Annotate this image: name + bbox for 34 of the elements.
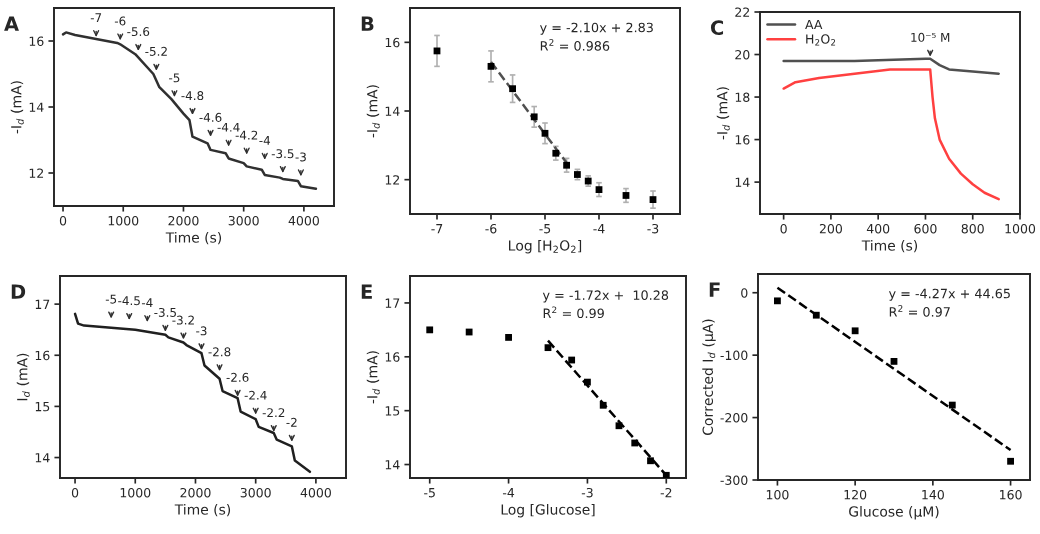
point <box>426 326 434 334</box>
point <box>599 401 607 409</box>
chart-title: E <box>361 284 372 299</box>
point <box>812 311 820 319</box>
chart-title: A <box>4 16 19 31</box>
point <box>1007 457 1014 465</box>
point <box>487 62 495 70</box>
point <box>505 334 512 341</box>
point <box>541 129 549 137</box>
point <box>465 328 473 336</box>
point <box>649 196 657 203</box>
chart-title: B <box>361 16 374 31</box>
point <box>568 356 576 364</box>
line-series <box>782 57 1000 75</box>
point <box>622 192 630 199</box>
point <box>662 471 670 478</box>
point <box>615 422 623 430</box>
point <box>595 186 603 194</box>
chart-title: F <box>709 282 720 297</box>
point <box>544 344 552 352</box>
point <box>647 457 654 465</box>
point <box>890 357 898 365</box>
point <box>509 85 516 93</box>
line-series <box>61 31 318 191</box>
point <box>631 439 639 447</box>
chart-title: D <box>11 284 26 299</box>
line-series <box>782 68 1000 201</box>
point <box>530 113 538 121</box>
chart-title: C <box>710 20 724 36</box>
line-series <box>73 312 312 474</box>
point <box>948 401 956 409</box>
point <box>851 327 859 335</box>
point <box>774 297 781 305</box>
point <box>584 378 591 386</box>
